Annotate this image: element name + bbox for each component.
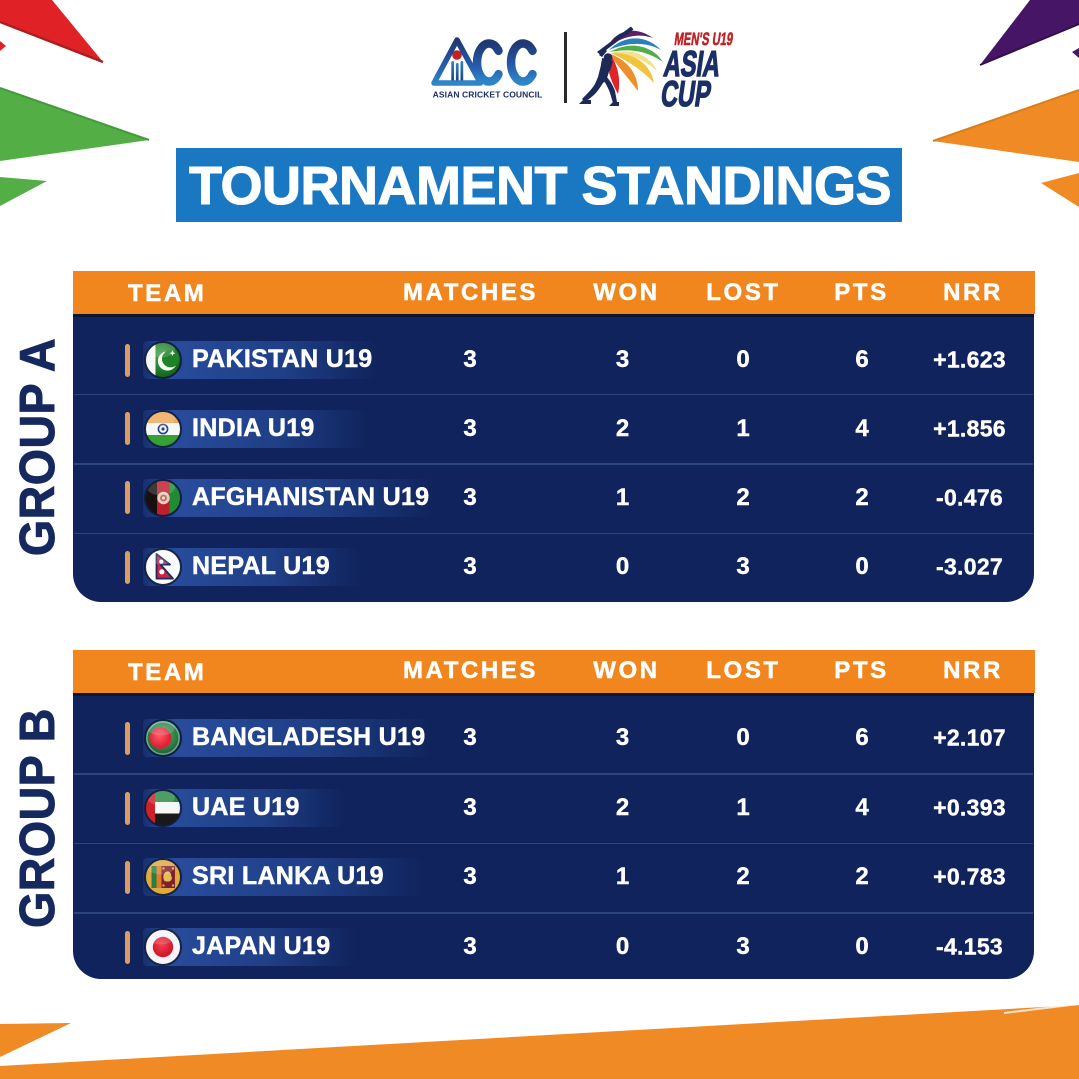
svg-text:ASIAN CRICKET COUNCIL: ASIAN CRICKET COUNCIL [433, 90, 543, 100]
